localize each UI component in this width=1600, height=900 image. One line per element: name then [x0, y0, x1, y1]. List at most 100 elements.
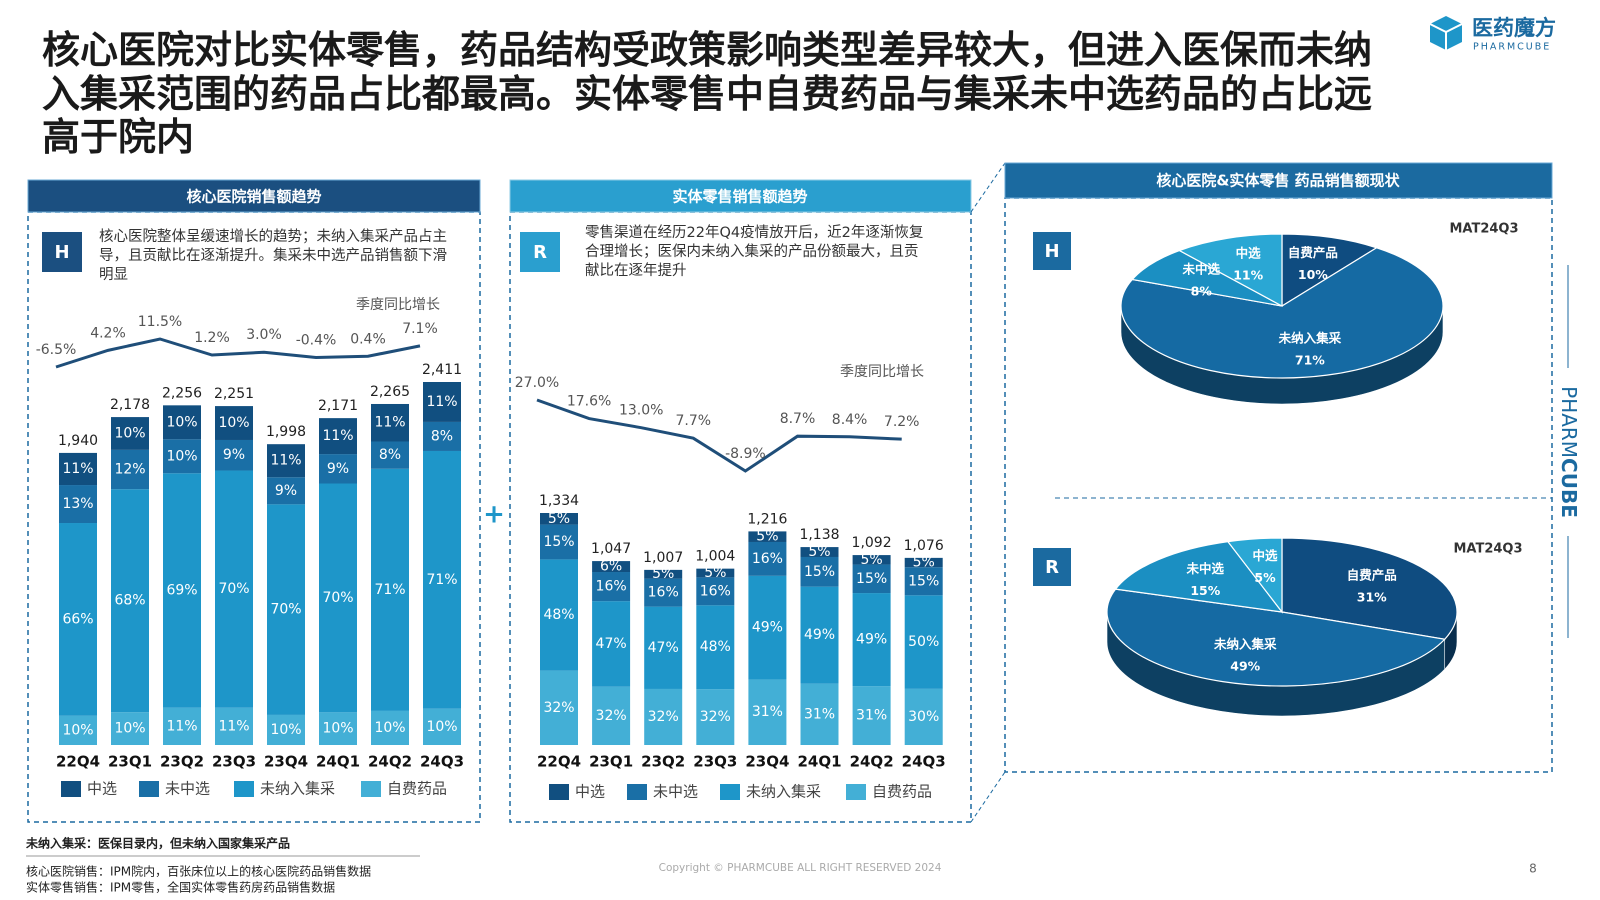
- segment-label: 32%: [543, 700, 574, 716]
- segment-label: 5%: [860, 552, 882, 568]
- segment-label: 5%: [704, 565, 726, 581]
- growth-label: -8.9%: [725, 446, 766, 462]
- bar-segment: [423, 708, 461, 745]
- segment-label: 6%: [600, 559, 622, 575]
- x-tick-label: 23Q4: [745, 753, 789, 771]
- total-label: 2,178: [110, 397, 150, 413]
- pie-value-label: 8%: [1191, 283, 1213, 298]
- bar-segment: [800, 547, 839, 557]
- growth-label: 7.2%: [884, 414, 920, 430]
- segment-label: 11%: [218, 718, 249, 734]
- segment-label: 32%: [596, 708, 627, 724]
- bar-segment: [592, 572, 631, 602]
- pie-category: 自费产品: [1288, 245, 1338, 260]
- x-tick-label: 23Q3: [212, 753, 256, 771]
- bar-segment: [267, 477, 305, 505]
- bar-segment: [423, 450, 461, 709]
- segment-label: 10%: [270, 722, 301, 738]
- bar-segment: [371, 710, 409, 745]
- legend-label: 中选: [87, 780, 117, 798]
- segment-label: 10%: [166, 414, 197, 430]
- bar-segment: [59, 715, 97, 745]
- total-label: 1,004: [695, 549, 735, 565]
- segment-label: 5%: [808, 544, 830, 560]
- segment-label: 10%: [426, 719, 457, 735]
- badge-text: R: [533, 242, 547, 263]
- segment-label: 9%: [327, 461, 349, 477]
- bar-segment: [696, 577, 735, 606]
- pie-value-label: 49%: [1230, 659, 1260, 674]
- pie-slice: [1281, 537, 1458, 640]
- segment-label: 15%: [543, 534, 574, 550]
- legend-label: 自费药品: [872, 783, 932, 801]
- segment-label: 32%: [700, 709, 731, 725]
- x-tick-label: 23Q4: [264, 753, 308, 771]
- bar-segment: [371, 468, 409, 711]
- segment-label: 11%: [62, 461, 93, 477]
- legend-swatch: [846, 784, 866, 800]
- bar-segment: [644, 569, 683, 579]
- page-number: 8: [1529, 862, 1537, 876]
- pie-category: 中选: [1253, 548, 1279, 563]
- bar-segment: [540, 559, 578, 671]
- growth-label: 11.5%: [138, 314, 182, 330]
- bar-segment: [852, 564, 891, 594]
- growth-label: 7.1%: [402, 321, 438, 337]
- bar-segment: [852, 686, 891, 745]
- total-label: 2,265: [370, 384, 410, 400]
- total-label: 1,334: [539, 493, 579, 509]
- bar-segment: [267, 714, 305, 745]
- footnote: 实体零售销售：IPM零售，全国实体零售药房药品销售数据: [26, 880, 335, 895]
- bar-segment: [215, 470, 253, 708]
- total-label: 2,171: [318, 398, 358, 414]
- segment-label: 12%: [114, 462, 145, 478]
- x-tick-label: 24Q1: [316, 753, 360, 771]
- growth-label: 3.0%: [246, 327, 282, 343]
- bar-segment: [904, 688, 943, 745]
- pie-period: MAT24Q3: [1453, 542, 1522, 557]
- segment-label: 10%: [114, 721, 145, 737]
- growth-line: [536, 398, 902, 473]
- legend-swatch: [720, 784, 740, 800]
- connector: [970, 771, 1006, 823]
- pie-slice: [1226, 537, 1283, 614]
- legend-label: 未中选: [165, 780, 210, 798]
- segment-label: 71%: [426, 572, 457, 588]
- panel-header-text: 核心医院&实体零售 药品销售额现状: [1156, 172, 1400, 190]
- pie-value-label: 31%: [1357, 590, 1387, 605]
- bar-segment: [644, 606, 683, 689]
- segment-label: 8%: [379, 447, 401, 463]
- pie-slice: [1281, 233, 1379, 308]
- segment-label: 10%: [322, 721, 353, 737]
- segment-label: 11%: [270, 453, 301, 469]
- bar-segment: [215, 707, 253, 745]
- segment-label: 13%: [62, 496, 93, 512]
- segment-label: 16%: [648, 585, 679, 601]
- pie-period: MAT24Q3: [1449, 222, 1518, 237]
- segment-label: 70%: [322, 590, 353, 606]
- panel-header-text: 核心医院销售额趋势: [186, 188, 321, 206]
- total-label: 1,047: [591, 541, 631, 557]
- total-label: 1,076: [904, 538, 944, 554]
- x-tick-label: 23Q2: [160, 753, 204, 771]
- growth-label: 7.7%: [676, 413, 712, 429]
- x-tick-label: 23Q2: [641, 753, 685, 771]
- panel-description: 核心医院整体呈缓速增长的趋势；未纳入集采产品占主导，且贡献比在逐渐提升。集采未中…: [99, 229, 447, 283]
- total-label: 1,092: [852, 535, 892, 551]
- side-brand-light: PHARM: [1558, 386, 1582, 458]
- pie-value-label: 5%: [1254, 570, 1276, 585]
- segment-label: 69%: [166, 582, 197, 598]
- segment-label: 50%: [908, 634, 939, 650]
- pie-value-label: 15%: [1190, 583, 1220, 598]
- x-tick-label: 22Q4: [537, 753, 581, 771]
- segment-label: 10%: [114, 425, 145, 441]
- bar-segment: [904, 567, 943, 596]
- bar-segment: [540, 524, 578, 560]
- x-tick-label: 24Q1: [797, 753, 841, 771]
- pie-value-label: 71%: [1295, 352, 1325, 367]
- legend-label: 未中选: [653, 783, 698, 801]
- segment-label: 47%: [648, 640, 679, 656]
- pie-category: 中选: [1236, 245, 1262, 260]
